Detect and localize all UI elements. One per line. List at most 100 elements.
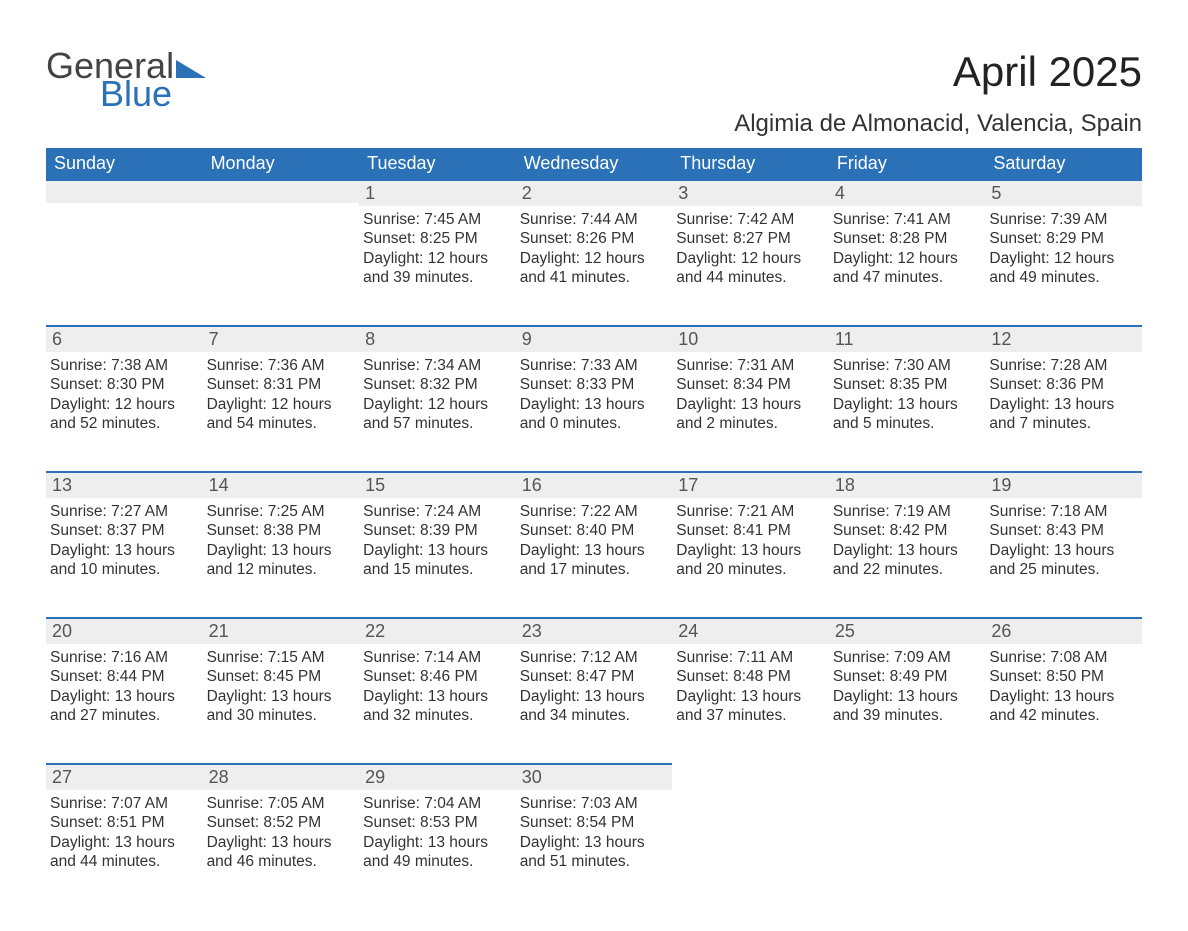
day-number: 28 [203,763,360,790]
calendar-day-cell: 21Sunrise: 7:15 AMSunset: 8:45 PMDayligh… [203,617,360,745]
weekday-header: Saturday [985,148,1142,179]
day-number: 22 [359,617,516,644]
day-daylight2-line: and 49 minutes. [989,268,1136,287]
logo-text-blue: Blue [100,76,206,112]
calendar-day-cell: 17Sunrise: 7:21 AMSunset: 8:41 PMDayligh… [672,471,829,599]
day-sunrise-line: Sunrise: 7:14 AM [363,648,510,667]
day-details: Sunrise: 7:09 AMSunset: 8:49 PMDaylight:… [829,644,986,730]
calendar-day-cell: 28Sunrise: 7:05 AMSunset: 8:52 PMDayligh… [203,763,360,891]
day-details: Sunrise: 7:07 AMSunset: 8:51 PMDaylight:… [46,790,203,876]
calendar-day-cell: 8Sunrise: 7:34 AMSunset: 8:32 PMDaylight… [359,325,516,453]
day-details: Sunrise: 7:33 AMSunset: 8:33 PMDaylight:… [516,352,673,438]
day-sunset-line: Sunset: 8:48 PM [676,667,823,686]
day-details: Sunrise: 7:08 AMSunset: 8:50 PMDaylight:… [985,644,1142,730]
calendar-table: SundayMondayTuesdayWednesdayThursdayFrid… [46,148,1142,891]
day-daylight1-line: Daylight: 13 hours [50,687,197,706]
day-number: 9 [516,325,673,352]
empty-day-bar [46,179,203,203]
day-daylight2-line: and 41 minutes. [520,268,667,287]
weekday-header: Thursday [672,148,829,179]
weekday-header: Friday [829,148,986,179]
day-daylight2-line: and 20 minutes. [676,560,823,579]
spacer-cell [46,599,1142,617]
day-sunrise-line: Sunrise: 7:05 AM [207,794,354,813]
day-number: 27 [46,763,203,790]
day-details: Sunrise: 7:41 AMSunset: 8:28 PMDaylight:… [829,206,986,292]
day-sunrise-line: Sunrise: 7:27 AM [50,502,197,521]
calendar-day-cell: 15Sunrise: 7:24 AMSunset: 8:39 PMDayligh… [359,471,516,599]
day-number: 29 [359,763,516,790]
day-daylight2-line: and 27 minutes. [50,706,197,725]
day-number: 14 [203,471,360,498]
day-sunrise-line: Sunrise: 7:31 AM [676,356,823,375]
day-sunrise-line: Sunrise: 7:41 AM [833,210,980,229]
week-spacer [46,307,1142,325]
day-daylight1-line: Daylight: 13 hours [676,395,823,414]
day-daylight2-line: and 44 minutes. [676,268,823,287]
day-sunset-line: Sunset: 8:44 PM [50,667,197,686]
calendar-day-cell: 25Sunrise: 7:09 AMSunset: 8:49 PMDayligh… [829,617,986,745]
day-daylight1-line: Daylight: 13 hours [363,833,510,852]
week-spacer [46,599,1142,617]
day-sunset-line: Sunset: 8:47 PM [520,667,667,686]
calendar-day-cell: 26Sunrise: 7:08 AMSunset: 8:50 PMDayligh… [985,617,1142,745]
calendar-day-cell: 6Sunrise: 7:38 AMSunset: 8:30 PMDaylight… [46,325,203,453]
day-daylight1-line: Daylight: 13 hours [833,687,980,706]
day-sunrise-line: Sunrise: 7:33 AM [520,356,667,375]
day-daylight2-line: and 0 minutes. [520,414,667,433]
calendar-body: 1Sunrise: 7:45 AMSunset: 8:25 PMDaylight… [46,179,1142,891]
day-number: 6 [46,325,203,352]
calendar-day-cell: 22 Sunrise: 7:14 AMSunset: 8:46 PMDayligh… [359,617,516,745]
day-sunrise-line: Sunrise: 7:24 AM [363,502,510,521]
day-sunset-line: Sunset: 8:46 PM [363,667,510,686]
day-details: Sunrise: 7:24 AMSunset: 8:39 PMDaylight:… [359,498,516,584]
day-number: 24 [672,617,829,644]
day-number: 10 [672,325,829,352]
day-sunrise-line: Sunrise: 7:12 AM [520,648,667,667]
day-details: Sunrise: 7:15 AMSunset: 8:45 PMDaylight:… [203,644,360,730]
day-daylight1-line: Daylight: 13 hours [363,541,510,560]
day-daylight1-line: Daylight: 13 hours [50,541,197,560]
day-daylight1-line: Daylight: 13 hours [989,687,1136,706]
day-number: 13 [46,471,203,498]
day-details: Sunrise: 7:36 AMSunset: 8:31 PMDaylight:… [203,352,360,438]
day-number: 15 [359,471,516,498]
logo-triangle-icon [176,58,206,78]
day-sunset-line: Sunset: 8:36 PM [989,375,1136,394]
day-details: Sunrise: 7:28 AMSunset: 8:36 PMDaylight:… [985,352,1142,438]
day-number: 17 [672,471,829,498]
day-number: 25 [829,617,986,644]
day-sunset-line: Sunset: 8:51 PM [50,813,197,832]
calendar-day-cell: 1Sunrise: 7:45 AMSunset: 8:25 PMDaylight… [359,179,516,307]
day-daylight1-line: Daylight: 13 hours [520,833,667,852]
day-number: 18 [829,471,986,498]
day-daylight2-line: and 34 minutes. [520,706,667,725]
empty-day-bar [203,179,360,203]
day-sunset-line: Sunset: 8:26 PM [520,229,667,248]
day-sunrise-line: Sunrise: 7:34 AM [363,356,510,375]
day-daylight1-line: Daylight: 13 hours [363,687,510,706]
day-details: Sunrise: 7:38 AMSunset: 8:30 PMDaylight:… [46,352,203,438]
weekday-header: Wednesday [516,148,673,179]
day-daylight2-line: and 52 minutes. [50,414,197,433]
day-daylight2-line: and 2 minutes. [676,414,823,433]
day-sunrise-line: Sunrise: 7:42 AM [676,210,823,229]
day-daylight1-line: Daylight: 13 hours [676,541,823,560]
day-sunrise-line: Sunrise: 7:11 AM [676,648,823,667]
day-sunset-line: Sunset: 8:38 PM [207,521,354,540]
day-number: 21 [203,617,360,644]
calendar-week-row: 20Sunrise: 7:16 AMSunset: 8:44 PMDayligh… [46,617,1142,745]
day-sunrise-line: Sunrise: 7:04 AM [363,794,510,813]
day-number: 16 [516,471,673,498]
weekday-header: Tuesday [359,148,516,179]
day-details: Sunrise: 7:16 AMSunset: 8:44 PMDaylight:… [46,644,203,730]
calendar-day-cell: 16Sunrise: 7:22 AMSunset: 8:40 PMDayligh… [516,471,673,599]
day-daylight1-line: Daylight: 13 hours [207,833,354,852]
day-sunrise-line: Sunrise: 7:07 AM [50,794,197,813]
day-number: 12 [985,325,1142,352]
day-sunset-line: Sunset: 8:30 PM [50,375,197,394]
calendar-day-cell: 7Sunrise: 7:36 AMSunset: 8:31 PMDaylight… [203,325,360,453]
weekday-header: Sunday [46,148,203,179]
day-sunrise-line: Sunrise: 7:44 AM [520,210,667,229]
day-daylight1-line: Daylight: 13 hours [520,541,667,560]
